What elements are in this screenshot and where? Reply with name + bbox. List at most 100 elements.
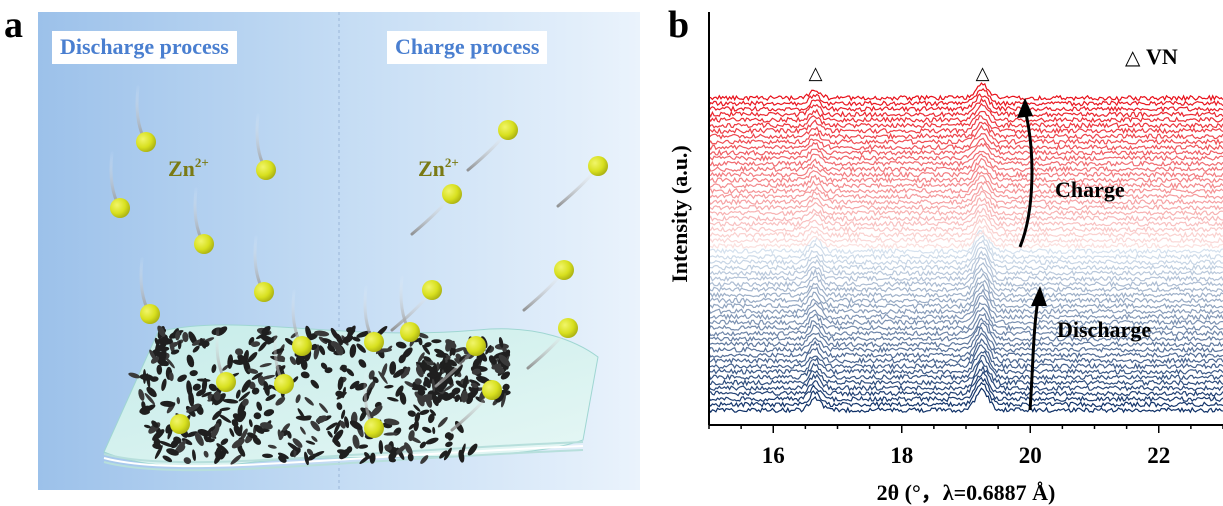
- xrd-trace-discharge: [708, 312, 1223, 337]
- carbon-flake: [157, 351, 167, 358]
- carbon-flake: [326, 422, 338, 431]
- carbon-flake: [467, 443, 478, 456]
- xrd-trace-discharge: [708, 338, 1223, 365]
- xrd-trace-charge: [708, 180, 1223, 200]
- carbon-flake: [445, 339, 457, 349]
- carbon-flake: [258, 340, 268, 352]
- carbon-flake: [417, 352, 425, 363]
- carbon-flake: [262, 453, 273, 459]
- carbon-flake: [315, 415, 328, 424]
- carbon-flake: [287, 442, 301, 453]
- carbon-flake: [253, 412, 262, 420]
- y-axis-title: Intensity (a.u.): [667, 145, 692, 283]
- carbon-flake: [437, 416, 448, 428]
- carbon-flake: [498, 336, 504, 348]
- carbon-flake: [443, 447, 452, 461]
- carbon-flake: [378, 370, 388, 385]
- carbon-flake: [458, 449, 465, 463]
- carbon-flake: [206, 435, 212, 442]
- zinc-ion: [554, 260, 574, 280]
- carbon-flake: [144, 392, 155, 405]
- xrd-trace-discharge: [708, 354, 1223, 381]
- xrd-trace-charge: [708, 197, 1223, 217]
- xrd-trace-discharge: [708, 234, 1223, 261]
- carbon-flake: [407, 410, 416, 417]
- carbon-flake: [451, 387, 461, 395]
- charge-arrowhead: [1017, 98, 1033, 118]
- carbon-flake: [435, 386, 444, 393]
- carbon-flake: [356, 330, 372, 338]
- carbon-flake: [439, 357, 445, 373]
- carbon-flake: [201, 391, 212, 398]
- xrd-trace-discharge: [708, 261, 1223, 288]
- carbon-flake: [152, 429, 165, 441]
- carbon-flake: [427, 367, 441, 377]
- carbon-flake: [158, 440, 174, 448]
- carbon-flake: [381, 363, 388, 378]
- zinc-ion-label-right: Zn2+: [418, 155, 459, 181]
- carbon-flake: [428, 413, 435, 424]
- carbon-flake: [324, 367, 333, 374]
- carbon-flake: [235, 348, 244, 356]
- carbon-flake: [408, 423, 415, 430]
- carbon-flake: [186, 431, 198, 438]
- carbon-flake: [175, 330, 181, 341]
- carbon-flake: [322, 338, 333, 344]
- carbon-flake: [192, 345, 200, 353]
- zinc-ion: [216, 372, 236, 392]
- xrd-trace-charge: [708, 97, 1223, 118]
- carbon-flake: [229, 428, 235, 437]
- charge-arrow: [1018, 109, 1034, 248]
- xrd-trace-charge: [708, 110, 1223, 129]
- carbon-flake: [386, 397, 399, 402]
- carbon-flake: [346, 368, 355, 377]
- carbon-flake: [337, 376, 344, 391]
- carbon-flake: [384, 444, 392, 451]
- carbon-flake: [415, 366, 424, 378]
- carbon-flake: [277, 429, 282, 441]
- zinc-ion: [256, 160, 276, 180]
- xrd-trace-discharge: [708, 306, 1223, 332]
- carbon-flake: [369, 452, 376, 464]
- carbon-flake: [189, 370, 198, 377]
- carbon-flake: [436, 350, 447, 358]
- peak-marker: △: [976, 63, 990, 84]
- carbon-flake: [235, 389, 241, 399]
- carbon-flake: [318, 345, 326, 356]
- carbon-flake: [423, 356, 432, 362]
- xrd-trace-charge: [708, 121, 1223, 140]
- xrd-trace-charge: [708, 137, 1223, 157]
- carbon-flake: [389, 361, 397, 375]
- carbon-flake: [186, 380, 193, 397]
- xrd-trace-charge: [708, 203, 1223, 223]
- xrd-trace-charge: [708, 224, 1223, 244]
- carbon-flake: [473, 355, 484, 364]
- panel-a-letter: a: [4, 4, 23, 46]
- carbon-flake: [461, 390, 468, 403]
- carbon-flake: [192, 449, 196, 462]
- carbon-flake: [429, 409, 437, 416]
- xrd-trace-charge: [708, 207, 1223, 228]
- xrd-trace-discharge: [708, 344, 1223, 370]
- carbon-flake: [388, 451, 397, 461]
- charge-process-label: Charge process: [387, 31, 548, 65]
- xrd-trace-charge: [708, 214, 1223, 234]
- carbon-flake: [408, 430, 415, 442]
- carbon-flake: [440, 375, 449, 390]
- carbon-flake: [494, 367, 505, 374]
- panel-b-letter: b: [668, 4, 690, 46]
- carbon-flake: [278, 455, 287, 463]
- carbon-flake: [395, 341, 407, 349]
- carbon-flake: [263, 381, 270, 396]
- carbon-flake: [438, 394, 451, 401]
- carbon-flake: [250, 341, 261, 347]
- carbon-flake: [419, 409, 430, 415]
- carbon-flake: [378, 440, 384, 454]
- carbon-flake: [364, 451, 371, 459]
- zinc-ion: [588, 156, 608, 176]
- carbon-flake: [431, 339, 442, 344]
- xrd-trace-discharge: [708, 279, 1223, 304]
- carbon-flake: [297, 408, 305, 419]
- xrd-trace-discharge: [708, 365, 1223, 392]
- zinc-ion-label-left: Zn2+: [168, 155, 209, 181]
